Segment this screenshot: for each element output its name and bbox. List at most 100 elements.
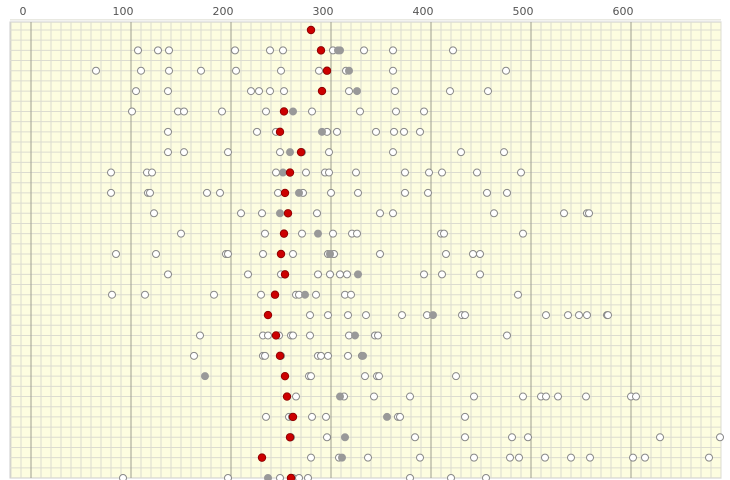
open-dot (343, 270, 351, 279)
filled-dot (341, 433, 349, 442)
x-tick-label: 200 (213, 5, 234, 18)
open-dot (389, 209, 397, 218)
open-dot (542, 392, 550, 401)
open-dot (336, 270, 344, 279)
open-dot (469, 250, 477, 258)
open-dot (575, 311, 583, 320)
highlight-dot (257, 453, 267, 462)
highlight-dot (280, 188, 290, 198)
highlight-dot (271, 331, 281, 340)
open-dot (629, 453, 637, 462)
open-dot (128, 107, 136, 116)
open-dot (274, 188, 282, 197)
open-dot (295, 474, 303, 480)
open-dot (376, 209, 384, 218)
open-dot (92, 66, 100, 75)
open-dot (329, 229, 337, 238)
highlight-dot (322, 66, 332, 75)
open-dot (292, 392, 300, 401)
open-dot (374, 331, 382, 340)
open-dot (253, 127, 261, 136)
open-dot (264, 331, 272, 340)
x-tick-label: 500 (513, 5, 534, 18)
filled-dot (201, 372, 209, 381)
open-dot (392, 107, 400, 116)
open-dot (302, 168, 310, 177)
open-dot (476, 270, 484, 279)
open-dot (506, 453, 514, 462)
open-dot (232, 66, 240, 75)
open-dot (519, 229, 527, 238)
open-dot (389, 148, 397, 157)
open-dot (272, 168, 280, 177)
open-dot (266, 87, 274, 96)
open-dot (276, 148, 284, 157)
open-dot (632, 392, 640, 401)
open-dot (180, 107, 188, 116)
open-dot (360, 46, 368, 55)
open-dot (585, 209, 593, 218)
open-dot (356, 107, 364, 116)
open-dot (515, 453, 523, 462)
open-dot (438, 270, 446, 279)
open-dot (482, 474, 490, 480)
open-dot (280, 87, 288, 96)
open-dot (352, 168, 360, 177)
open-dot (564, 311, 572, 320)
open-dot (132, 87, 140, 96)
open-dot (345, 87, 353, 96)
open-dot (411, 433, 419, 442)
open-dot (438, 168, 446, 177)
open-dot (447, 474, 455, 480)
filled-dot (336, 46, 344, 55)
open-dot (370, 392, 378, 401)
open-dot (326, 270, 334, 279)
filled-dot (383, 412, 391, 421)
open-dot (391, 87, 399, 96)
open-dot (567, 453, 575, 462)
open-dot (107, 168, 115, 177)
open-dot (231, 46, 239, 55)
open-dot (406, 392, 414, 401)
filled-dot (314, 229, 322, 238)
open-dot (308, 412, 316, 421)
highlight-dot (317, 86, 327, 96)
open-dot (353, 229, 361, 238)
open-dot (306, 331, 314, 340)
open-dot (315, 66, 323, 75)
open-dot (289, 331, 297, 340)
open-dot (502, 66, 510, 75)
open-dot (308, 107, 316, 116)
open-dot (154, 46, 162, 55)
open-dot (362, 311, 370, 320)
open-dot (440, 229, 448, 238)
open-dot (641, 453, 649, 462)
open-dot (476, 250, 484, 258)
open-dot (484, 87, 492, 96)
open-dot (375, 372, 383, 381)
open-dot (424, 188, 432, 197)
open-dot (165, 66, 173, 75)
open-dot (164, 148, 172, 157)
open-dot (224, 148, 232, 157)
highlight-dot (276, 249, 286, 259)
open-dot (164, 270, 172, 279)
open-dot (279, 46, 287, 55)
open-dot (416, 453, 424, 462)
open-dot (705, 453, 713, 462)
filled-dot (301, 290, 309, 299)
open-dot (257, 290, 265, 299)
open-dot (364, 453, 372, 462)
open-dot (266, 46, 274, 55)
open-dot (508, 433, 516, 442)
open-dot (457, 148, 465, 157)
open-dot (237, 209, 245, 218)
x-tick-label: 300 (313, 5, 334, 18)
open-dot (259, 250, 267, 258)
open-dot (261, 229, 269, 238)
open-dot (325, 168, 333, 177)
open-dot (244, 270, 252, 279)
highlight-dot (280, 270, 290, 279)
open-dot (420, 107, 428, 116)
